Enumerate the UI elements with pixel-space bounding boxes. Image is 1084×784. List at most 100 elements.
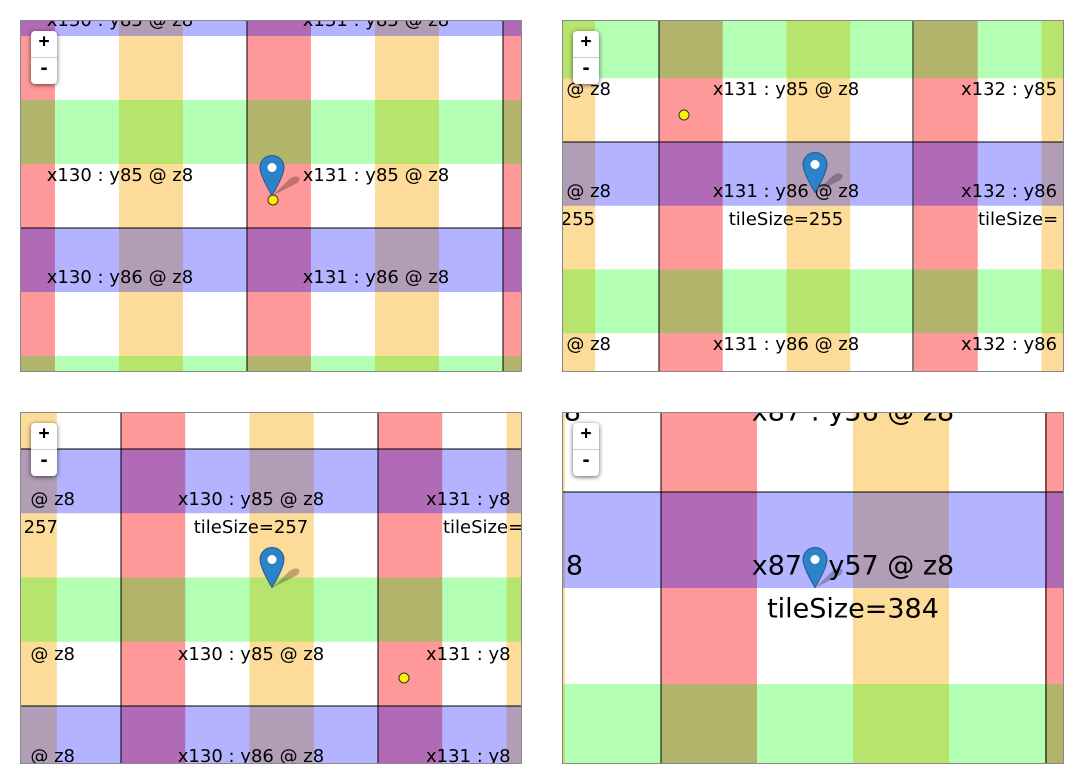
tile-band: [565, 684, 662, 763]
tile-band: [949, 492, 1046, 589]
tile-band: [247, 228, 312, 293]
map-marker[interactable]: [259, 154, 300, 197]
tile-band: [119, 36, 184, 101]
tile-band: [442, 513, 507, 578]
tile-band: [442, 577, 507, 643]
tile-band: [21, 292, 56, 357]
marker-pin: [802, 151, 828, 194]
tile-label: x131 : y86 @ z8: [713, 181, 859, 202]
tile-band: [21, 577, 58, 643]
map-panel: x130 : y85 @ z8 x131 : y85 @ z8 x130 : y85…: [20, 20, 522, 372]
tile-label: tileSize=257: [194, 517, 309, 538]
tile-band: [506, 577, 521, 643]
tile-band: [183, 292, 248, 357]
tile-band: [119, 356, 184, 371]
tile-band: [565, 492, 662, 589]
marker-dot: [810, 160, 820, 169]
zoom-out-button[interactable]: -: [573, 449, 599, 476]
tile-band: [375, 21, 440, 37]
tile-band: [247, 36, 312, 101]
tile-band: [1041, 269, 1063, 334]
zoom-out-button[interactable]: -: [573, 57, 599, 84]
tile-band: [55, 164, 120, 229]
tile-band: [563, 684, 566, 763]
tile-band: [313, 641, 379, 707]
map-marker[interactable]: [802, 546, 843, 589]
tile-band: [56, 577, 122, 643]
tile-band: [439, 164, 504, 229]
zoom-in-button[interactable]: +: [580, 31, 592, 52]
tile-band: [977, 21, 1042, 79]
tile-band: [56, 641, 122, 707]
tile-band: [1041, 333, 1063, 371]
zoom-out-button[interactable]: -: [31, 449, 57, 476]
tile-band: [55, 228, 120, 293]
tile-band: [786, 333, 851, 371]
tile-band: [503, 21, 521, 37]
tile-band: [442, 641, 507, 707]
marker-dot: [810, 555, 820, 564]
tile-band: [375, 356, 440, 371]
map-marker[interactable]: [802, 151, 843, 194]
tile-label: x131 : y86 @ z8: [713, 334, 859, 355]
tile-band: [378, 413, 443, 450]
zoom-in-button[interactable]: +: [38, 31, 50, 52]
tile-band: [1045, 492, 1063, 589]
tile-band: [595, 205, 660, 270]
tile-band: [121, 413, 186, 450]
tile-band: [563, 413, 566, 493]
zoom-in-button[interactable]: +: [38, 423, 50, 444]
tile-band: [311, 292, 376, 357]
map-marker[interactable]: [259, 546, 300, 589]
tile-band: [503, 36, 521, 101]
zoom-out-button[interactable]: -: [31, 57, 57, 84]
tile-band: [249, 641, 315, 707]
tile-band: [21, 706, 58, 763]
tile-band: [595, 269, 660, 334]
tile-band: [119, 164, 184, 229]
tile-band: [439, 36, 504, 101]
marker-shadow: [272, 568, 300, 588]
tile-band: [563, 588, 566, 685]
tile-band: [659, 333, 724, 371]
tile-label: tileSize=: [978, 209, 1058, 230]
tile-band: [506, 413, 521, 450]
tile-band: [313, 577, 379, 643]
tile-band: [503, 292, 521, 357]
tile-band: [659, 21, 724, 79]
tile-band: [247, 356, 312, 371]
tile-band: [1041, 21, 1063, 79]
tile-band: [659, 78, 724, 143]
tile-band: [850, 333, 915, 371]
tile-band: [659, 269, 724, 334]
tile-label: x130 : y85 @ z8: [178, 644, 324, 665]
tile-band: [563, 269, 596, 334]
tile-band: [442, 413, 507, 450]
tile-band: [185, 449, 250, 514]
tile-band: [595, 21, 660, 79]
tile-band: [977, 205, 1042, 270]
marker-pin: [259, 154, 285, 197]
tile-band: [183, 100, 248, 165]
tile-band: [121, 577, 186, 643]
tile-band: [850, 142, 915, 207]
tile-band: [311, 36, 376, 101]
tile-band: [914, 21, 979, 79]
tile-band: [914, 205, 979, 270]
tile-label: x131 : y8: [426, 489, 511, 510]
tile-band: [183, 36, 248, 101]
zoom-control: + -: [31, 31, 57, 84]
zoom-in-button[interactable]: +: [580, 423, 592, 444]
tile-band: [506, 706, 521, 763]
tile-band: [247, 100, 312, 165]
tile-label: tileSize=: [443, 517, 522, 538]
tile-band: [565, 588, 662, 685]
tile-label: 255: [563, 209, 595, 230]
tile-band: [595, 333, 660, 371]
tile-band: [375, 164, 440, 229]
tile-band: [249, 413, 315, 450]
tile-band: [661, 684, 758, 763]
tile-band: [595, 142, 660, 207]
marker-shadow: [815, 173, 843, 193]
